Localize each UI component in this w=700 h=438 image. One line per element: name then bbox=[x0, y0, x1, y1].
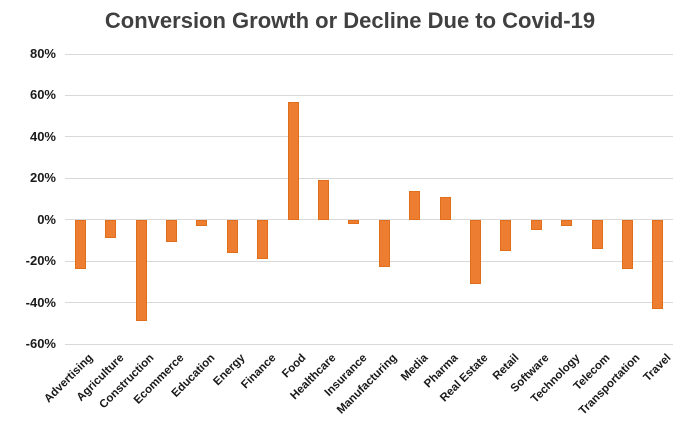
gridline bbox=[65, 260, 673, 262]
bar-software bbox=[530, 219, 542, 231]
gridline bbox=[65, 177, 673, 179]
bar-advertising bbox=[74, 219, 86, 270]
bar-insurance bbox=[348, 219, 360, 224]
bar-education bbox=[196, 219, 208, 226]
y-tick-label: 60% bbox=[29, 87, 56, 103]
gridline bbox=[65, 136, 673, 138]
gridline bbox=[65, 302, 673, 304]
bar-transportation bbox=[621, 219, 633, 270]
bar-food bbox=[287, 101, 299, 220]
y-tick-label: -20% bbox=[25, 253, 56, 269]
y-tick-label: -60% bbox=[25, 336, 56, 351]
gridline bbox=[65, 53, 673, 55]
bar-manufacturing bbox=[378, 219, 390, 268]
y-tick-label: 20% bbox=[29, 170, 56, 186]
bar-energy bbox=[226, 219, 238, 253]
bar-technology bbox=[561, 219, 573, 226]
gridline bbox=[65, 219, 673, 221]
bar-agriculture bbox=[105, 219, 117, 239]
y-tick-label: 80% bbox=[29, 46, 56, 61]
bar-retail bbox=[500, 219, 512, 251]
bar-telecom bbox=[591, 219, 603, 249]
chart-title: Conversion Growth or Decline Due to Covi… bbox=[104, 8, 596, 33]
y-tick-label: 40% bbox=[29, 128, 56, 144]
bar-travel bbox=[652, 219, 664, 309]
bar-ecommerce bbox=[165, 219, 177, 243]
bar-finance bbox=[257, 219, 269, 260]
bar-pharma bbox=[439, 196, 451, 220]
bar-construction bbox=[135, 219, 147, 322]
bar-media bbox=[409, 190, 421, 220]
plot-area bbox=[65, 53, 673, 345]
gridline bbox=[65, 343, 673, 345]
bar-healthcare bbox=[317, 180, 329, 220]
y-tick-label: -40% bbox=[25, 294, 56, 310]
gridline bbox=[65, 94, 673, 96]
bar-real-estate bbox=[469, 219, 481, 284]
y-tick-label: 0% bbox=[37, 211, 56, 227]
